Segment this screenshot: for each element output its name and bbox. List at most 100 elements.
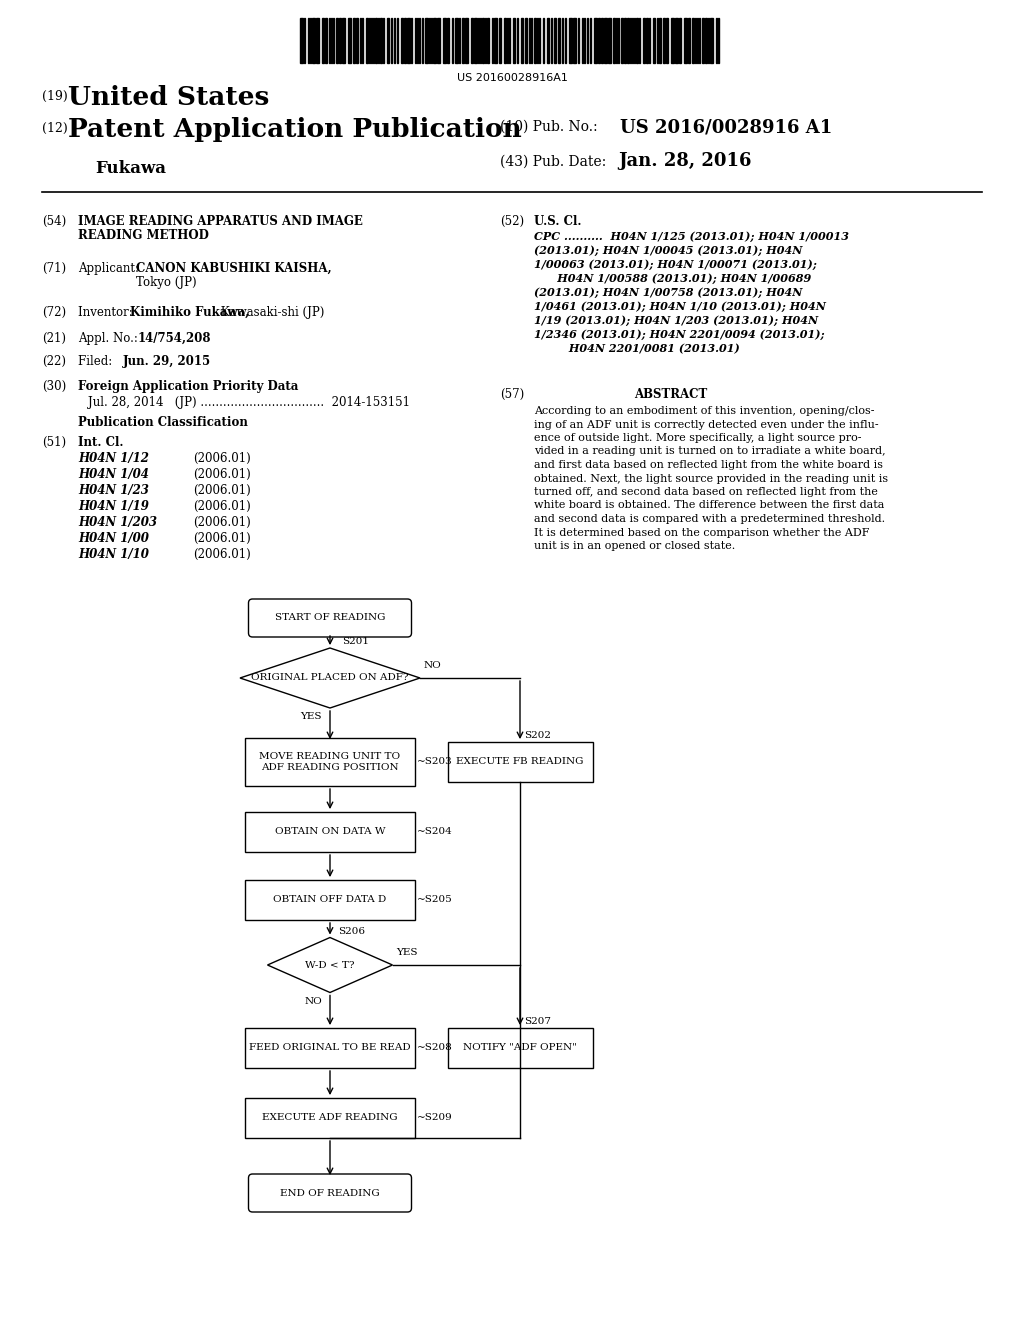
Bar xyxy=(684,18,687,63)
Text: YES: YES xyxy=(300,711,322,721)
Bar xyxy=(380,18,382,63)
Text: ~S203: ~S203 xyxy=(417,758,453,767)
Bar xyxy=(339,18,341,63)
Text: (2006.01): (2006.01) xyxy=(193,532,251,545)
Text: H04N 1/203: H04N 1/203 xyxy=(78,516,157,529)
Bar xyxy=(433,18,436,63)
Bar xyxy=(554,18,556,63)
Text: (43) Pub. Date:: (43) Pub. Date: xyxy=(500,154,606,169)
Bar xyxy=(447,18,449,63)
Bar xyxy=(245,1028,415,1068)
Bar xyxy=(521,18,523,63)
Bar xyxy=(547,18,549,63)
Text: H04N 1/10: H04N 1/10 xyxy=(78,548,148,561)
Bar xyxy=(462,18,464,63)
Bar xyxy=(643,18,645,63)
Bar xyxy=(710,18,713,63)
Polygon shape xyxy=(240,648,420,708)
Text: (2006.01): (2006.01) xyxy=(193,451,251,465)
Bar xyxy=(325,18,327,63)
Bar xyxy=(336,18,338,63)
Text: NO: NO xyxy=(424,661,441,671)
Text: (57): (57) xyxy=(500,388,524,401)
Bar xyxy=(387,18,389,63)
Text: According to an embodiment of this invention, opening/clos-: According to an embodiment of this inven… xyxy=(534,407,874,416)
Text: Filed:: Filed: xyxy=(78,355,146,368)
Bar xyxy=(342,18,345,63)
Text: ence of outside light. More specifically, a light source pro-: ence of outside light. More specifically… xyxy=(534,433,861,444)
Text: S206: S206 xyxy=(338,927,365,936)
Bar xyxy=(663,18,665,63)
Bar xyxy=(401,18,403,63)
Text: Applicant:: Applicant: xyxy=(78,261,146,275)
Text: EXECUTE FB READING: EXECUTE FB READING xyxy=(457,758,584,767)
Bar xyxy=(646,18,648,63)
Text: END OF READING: END OF READING xyxy=(281,1188,380,1197)
Text: H04N 1/00: H04N 1/00 xyxy=(78,532,148,545)
Text: 1/19 (2013.01); H04N 1/203 (2013.01); H04N: 1/19 (2013.01); H04N 1/203 (2013.01); H0… xyxy=(534,315,818,326)
Text: (54): (54) xyxy=(42,215,67,228)
Text: EXECUTE ADF READING: EXECUTE ADF READING xyxy=(262,1114,397,1122)
Text: H04N 1/12: H04N 1/12 xyxy=(78,451,148,465)
Text: (2006.01): (2006.01) xyxy=(193,516,251,529)
Text: YES: YES xyxy=(396,948,418,957)
Text: (21): (21) xyxy=(42,333,66,345)
Text: Int. Cl.: Int. Cl. xyxy=(78,436,124,449)
Bar xyxy=(624,18,626,63)
Bar xyxy=(692,18,694,63)
Bar xyxy=(504,18,506,63)
Bar xyxy=(666,18,668,63)
Text: Jan. 28, 2016: Jan. 28, 2016 xyxy=(618,152,752,170)
Text: Foreign Application Priority Data: Foreign Application Priority Data xyxy=(78,380,298,393)
Text: CANON KABUSHIKI KAISHA,: CANON KABUSHIKI KAISHA, xyxy=(136,261,332,275)
Text: 14/754,208: 14/754,208 xyxy=(138,333,212,345)
Bar xyxy=(471,18,473,63)
Bar xyxy=(348,18,351,63)
Bar xyxy=(494,18,497,63)
Text: (2013.01); H04N 1/00758 (2013.01); H04N: (2013.01); H04N 1/00758 (2013.01); H04N xyxy=(534,286,803,298)
Text: ABSTRACT: ABSTRACT xyxy=(634,388,708,401)
Text: (12): (12) xyxy=(42,121,68,135)
Text: Tokyo (JP): Tokyo (JP) xyxy=(136,276,197,289)
Text: 1/2346 (2013.01); H04N 2201/0094 (2013.01);: 1/2346 (2013.01); H04N 2201/0094 (2013.0… xyxy=(534,329,824,341)
Bar xyxy=(443,18,446,63)
Bar xyxy=(621,18,623,63)
Bar xyxy=(613,18,615,63)
Bar xyxy=(598,18,600,63)
Text: READING METHOD: READING METHOD xyxy=(78,228,209,242)
Bar xyxy=(604,18,607,63)
Text: NO: NO xyxy=(304,997,322,1006)
Text: MOVE READING UNIT TO
ADF READING POSITION: MOVE READING UNIT TO ADF READING POSITIO… xyxy=(259,752,400,772)
Text: CPC ..........  H04N 1/125 (2013.01); H04N 1/00013: CPC .......... H04N 1/125 (2013.01); H04… xyxy=(534,231,849,242)
Bar xyxy=(245,738,415,785)
Text: It is determined based on the comparison whether the ADF: It is determined based on the comparison… xyxy=(534,528,869,537)
Text: Patent Application Publication: Patent Application Publication xyxy=(68,117,522,143)
Text: obtained. Next, the light source provided in the reading unit is: obtained. Next, the light source provide… xyxy=(534,474,888,483)
Text: ~S208: ~S208 xyxy=(417,1044,453,1052)
Text: (19): (19) xyxy=(42,90,68,103)
Text: ~S209: ~S209 xyxy=(417,1114,453,1122)
Text: unit is in an opened or closed state.: unit is in an opened or closed state. xyxy=(534,541,735,550)
Text: H04N 1/00588 (2013.01); H04N 1/00689: H04N 1/00588 (2013.01); H04N 1/00689 xyxy=(534,273,811,284)
Text: (2006.01): (2006.01) xyxy=(193,500,251,513)
Text: START OF READING: START OF READING xyxy=(274,614,385,623)
Text: (51): (51) xyxy=(42,436,67,449)
FancyBboxPatch shape xyxy=(249,1173,412,1212)
Bar xyxy=(312,18,315,63)
Text: and first data based on reflected light from the white board is: and first data based on reflected light … xyxy=(534,459,883,470)
Bar xyxy=(513,18,515,63)
Text: ~S204: ~S204 xyxy=(417,828,453,837)
Text: Jun. 29, 2015: Jun. 29, 2015 xyxy=(123,355,211,368)
Text: United States: United States xyxy=(68,84,269,110)
Text: and second data is compared with a predetermined threshold.: and second data is compared with a prede… xyxy=(534,513,885,524)
Text: (71): (71) xyxy=(42,261,67,275)
Text: ORIGINAL PLACED ON ADF?: ORIGINAL PLACED ON ADF? xyxy=(251,673,409,682)
Bar xyxy=(627,18,629,63)
Text: H04N 1/19: H04N 1/19 xyxy=(78,500,148,513)
Text: Kimihiko Fukawa,: Kimihiko Fukawa, xyxy=(130,306,249,319)
Bar xyxy=(573,18,575,63)
Text: (72): (72) xyxy=(42,306,67,319)
Text: Jul. 28, 2014   (JP) .................................  2014-153151: Jul. 28, 2014 (JP) .....................… xyxy=(88,396,410,409)
Bar xyxy=(482,18,484,63)
Text: Inventor:: Inventor: xyxy=(78,306,147,319)
